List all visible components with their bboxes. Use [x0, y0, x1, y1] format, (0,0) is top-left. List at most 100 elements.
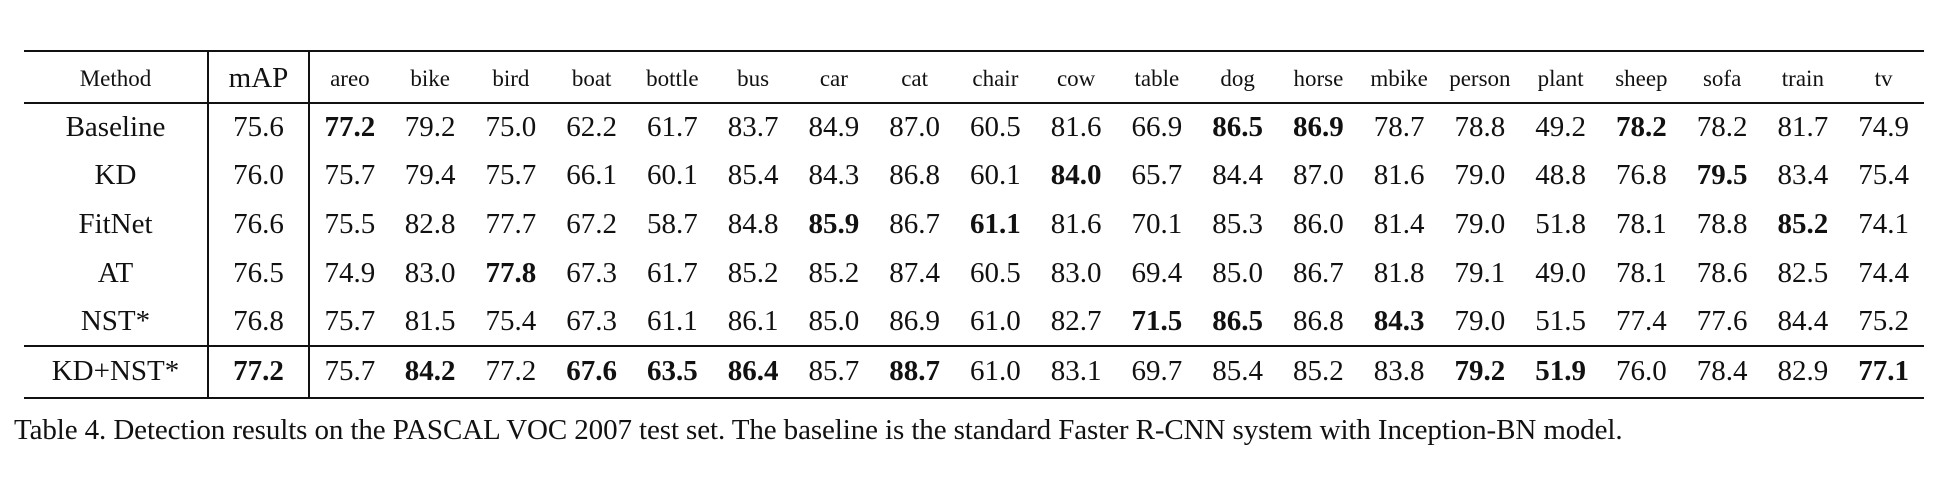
- class-ap-cell-mbike: 81.8: [1373, 256, 1425, 289]
- class-ap-cell-cow: 82.7: [1050, 304, 1102, 337]
- table-row: FitNet 76.6 75.5 82.8 77.7 67.2 58.7 84.8 85.9 86…: [24, 200, 1924, 249]
- class-ap-cell-tv: 77.1: [1843, 344, 1924, 399]
- class-ap-cell-tv: 74.9: [1858, 111, 1909, 144]
- column-header-cow: cow: [1035, 51, 1117, 104]
- class-ap-cell-bike: 84.2: [389, 344, 471, 399]
- class-ap-cell-boat: 67.3: [566, 256, 617, 289]
- class-ap-cell-car: 85.0: [808, 304, 860, 337]
- table-row: Baseline 75.6 77.2 79.2 75.0 62.2 61.7 83.7 84.9…: [24, 103, 1924, 152]
- class-ap-cell-cat: 87.0: [889, 111, 940, 144]
- class-ap-cell-bike: 79.2: [404, 111, 456, 144]
- class-ap-cell-table: 69.7: [1116, 344, 1198, 399]
- class-ap-cell-tv: 75.4: [1858, 159, 1909, 192]
- class-ap-cell-horse: 86.0: [1293, 207, 1344, 240]
- class-ap-cell-plant: 51.9: [1520, 344, 1601, 399]
- class-ap-cell-person: 79.1: [1454, 256, 1506, 289]
- column-header-sheep: sheep: [1601, 51, 1682, 104]
- column-header-sofa: sofa: [1681, 51, 1763, 104]
- class-ap-cell-plant: 48.8: [1535, 159, 1586, 192]
- class-ap-cell-bottle: 61.1: [647, 304, 698, 337]
- map-value-cell: 77.2: [208, 344, 310, 399]
- class-ap-cell-mbike: 83.8: [1358, 344, 1440, 399]
- class-ap-cell-cat: 86.8: [889, 159, 940, 192]
- class-ap-cell-bottle: 58.7: [647, 207, 698, 240]
- column-header-car: car: [793, 51, 875, 104]
- class-ap-cell-bike: 79.4: [404, 159, 456, 192]
- class-ap-cell-mbike: 78.7: [1373, 111, 1425, 144]
- class-ap-cell-car: 85.7: [793, 344, 875, 399]
- method-name-cell: AT: [24, 248, 209, 298]
- column-header-bus: bus: [712, 51, 794, 104]
- class-ap-cell-person: 79.0: [1454, 207, 1506, 240]
- class-ap-cell-train: 83.4: [1777, 159, 1829, 192]
- class-ap-cell-train: 84.4: [1777, 304, 1829, 337]
- class-ap-cell-car: 85.2: [808, 256, 860, 289]
- header-row: Method mAP areo bike bird boat bottle bus car cat…: [24, 51, 1924, 104]
- class-ap-cell-tv: 74.1: [1858, 207, 1909, 240]
- class-ap-cell-cow: 84.0: [1050, 159, 1102, 192]
- class-ap-cell-bike: 81.5: [404, 304, 456, 337]
- class-ap-cell-car: 84.9: [808, 111, 860, 144]
- column-header-areo: areo: [309, 51, 390, 104]
- column-header-dog: dog: [1197, 51, 1278, 104]
- map-value-cell: 76.0: [208, 151, 310, 201]
- class-ap-cell-chair: 60.5: [970, 256, 1021, 289]
- class-ap-cell-tv: 74.4: [1858, 256, 1909, 289]
- class-ap-cell-sofa: 78.2: [1696, 111, 1748, 144]
- class-ap-cell-bird: 77.8: [485, 256, 537, 289]
- class-ap-cell-person: 79.0: [1454, 304, 1506, 337]
- method-name-cell: KD: [24, 151, 209, 201]
- method-name-cell: KD+NST*: [24, 344, 209, 399]
- class-ap-cell-cat: 87.4: [889, 256, 940, 289]
- class-ap-cell-areo: 75.7: [324, 159, 376, 192]
- class-ap-cell-bike: 83.0: [404, 256, 456, 289]
- class-ap-cell-cow: 81.6: [1050, 207, 1102, 240]
- table-header: Method mAP areo bike bird boat bottle bus car cat…: [24, 51, 1924, 104]
- class-ap-cell-sheep: 78.1: [1616, 256, 1667, 289]
- class-ap-cell-sofa: 79.5: [1696, 159, 1748, 192]
- class-ap-cell-sofa: 78.4: [1681, 344, 1763, 399]
- class-ap-cell-bird: 75.0: [485, 111, 537, 144]
- class-ap-cell-person: 79.0: [1454, 159, 1506, 192]
- method-name-cell: FitNet: [24, 200, 209, 249]
- class-ap-cell-person: 78.8: [1454, 111, 1506, 144]
- class-ap-cell-mbike: 84.3: [1373, 304, 1425, 337]
- class-ap-cell-boat: 67.3: [566, 304, 617, 337]
- map-value-cell: 76.8: [208, 297, 310, 346]
- map-value-cell: 76.5: [208, 248, 310, 298]
- class-ap-cell-cow: 83.1: [1035, 344, 1117, 399]
- class-ap-cell-chair: 60.1: [970, 159, 1021, 192]
- column-header-tv: tv: [1843, 51, 1924, 104]
- class-ap-cell-table: 65.7: [1131, 159, 1183, 192]
- column-header-bike: bike: [389, 51, 471, 104]
- class-ap-cell-bus: 83.7: [727, 111, 779, 144]
- class-ap-cell-bus: 86.1: [727, 304, 779, 337]
- class-ap-cell-horse: 87.0: [1293, 159, 1344, 192]
- class-ap-cell-train: 82.9: [1762, 344, 1844, 399]
- class-ap-cell-table: 70.1: [1131, 207, 1183, 240]
- column-header-chair: chair: [955, 51, 1036, 104]
- table-row: NST* 76.8 75.7 81.5 75.4 67.3 61.1 86.1 85.0 86.9…: [24, 297, 1924, 346]
- table-body: Baseline 75.6 77.2 79.2 75.0 62.2 61.7 83.7 84.9…: [24, 103, 1924, 399]
- class-ap-cell-chair: 60.5: [970, 111, 1021, 144]
- class-ap-cell-person: 79.2: [1439, 344, 1521, 399]
- method-name-cell: Baseline: [24, 103, 209, 152]
- class-ap-cell-horse: 85.2: [1278, 344, 1359, 399]
- class-ap-cell-car: 85.9: [808, 207, 860, 240]
- class-ap-cell-cat: 86.9: [889, 304, 940, 337]
- table-row: KD 76.0 75.7 79.4 75.7 66.1 60.1 85.4 84.3 86.8 60…: [24, 151, 1924, 201]
- class-ap-cell-table: 71.5: [1131, 304, 1183, 337]
- column-header-mbike: mbike: [1358, 51, 1440, 104]
- class-ap-cell-boat: 67.6: [551, 344, 632, 399]
- class-ap-cell-dog: 85.4: [1197, 344, 1278, 399]
- class-ap-cell-sofa: 78.8: [1696, 207, 1748, 240]
- class-ap-cell-boat: 67.2: [566, 207, 617, 240]
- class-ap-cell-dog: 85.3: [1212, 207, 1263, 240]
- table-row: AT 76.5 74.9 83.0 77.8 67.3 61.7 85.2 85.2 87.4 60…: [24, 248, 1924, 298]
- class-ap-cell-bird: 77.7: [485, 207, 537, 240]
- column-header-person: person: [1439, 51, 1521, 104]
- class-ap-cell-boat: 62.2: [566, 111, 617, 144]
- class-ap-cell-sofa: 78.6: [1696, 256, 1748, 289]
- class-ap-cell-dog: 86.5: [1212, 111, 1263, 144]
- class-ap-cell-plant: 49.0: [1535, 256, 1586, 289]
